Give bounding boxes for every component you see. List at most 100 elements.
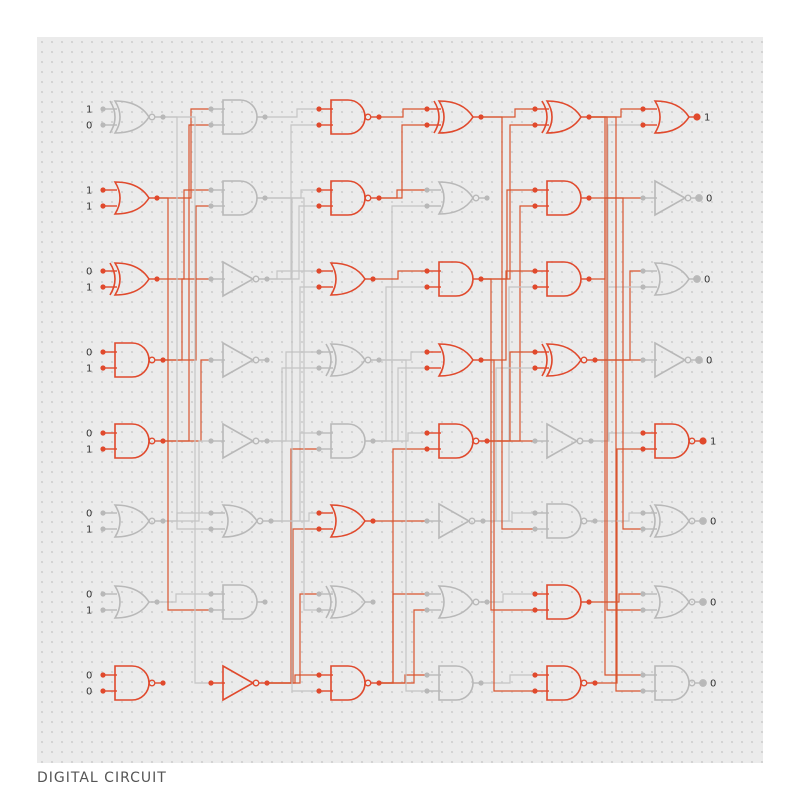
gate-nand-c3-r4 [424,423,490,459]
wire [481,359,535,692]
wire [589,593,643,603]
output-led [695,194,703,202]
gate-and-c1-r6 [208,584,268,620]
wire [481,124,535,280]
gate-or-c5-r0 [640,100,700,134]
circuit-diagram: 1 0 1 1 0 1 0 1 0 1 0 1 0 1 0 0 1 0 0 0 1 0 0 0 [86,99,716,702]
gate-and-c3-r7 [424,665,484,701]
gate-nand-c4-r7 [532,665,598,701]
wire [373,270,427,280]
input-value-r7-1: 0 [86,687,92,698]
output-value-r7: 0 [710,679,716,690]
wire [271,286,319,522]
gate-or-c3-r3 [424,343,484,377]
output-led [699,437,707,445]
gate-and-c4-r2 [532,261,592,297]
input-value-r7-0: 0 [86,671,92,682]
io-labels: 1 0 1 1 0 1 0 1 0 1 0 1 0 1 0 0 1 0 0 0 1 0 0 0 [86,105,716,698]
gate-nand-c0-r3 [100,342,166,378]
gate-and-c2-r4 [316,423,376,459]
wire [163,116,211,684]
gate-nor-c3-r1 [424,181,490,215]
gate-or-c5-r2 [640,262,700,296]
gate-xnor-c4-r3 [532,343,598,377]
input-value-r3-0: 0 [86,348,92,359]
output-value-r1: 0 [706,194,712,205]
wire [373,367,427,442]
wire [163,512,211,522]
gate-or-c2-r5 [316,504,376,538]
input-value-r6-0: 0 [86,590,92,601]
gate-nand-c2-r1 [316,180,382,216]
gate-nor-c3-r6 [424,585,490,619]
wire [591,286,643,442]
gate-or-c0-r6 [100,585,160,619]
gate-nand-c2-r0 [316,99,382,135]
wire [379,448,427,684]
wire [379,124,427,199]
gate-xnor-c2-r3 [316,343,382,377]
gate-or-c0-r1 [100,181,160,215]
gate-nor-c5-r6 [640,585,706,619]
gate-nand-c2-r7 [316,665,382,701]
gate-not-c5-r3 [640,341,702,379]
input-value-r1-1: 1 [86,202,92,213]
wire [265,108,319,118]
gate-nand-c4-r5 [532,503,598,539]
input-value-r1-0: 1 [86,186,92,197]
gate-not-c3-r5 [424,502,486,540]
wire [589,197,643,530]
wire [589,116,643,692]
gate-not-c1-r4 [208,422,270,460]
diagram-caption: DIGITAL CIRCUIT [37,770,167,786]
wire [373,205,427,442]
gate-and-c1-r0 [208,99,268,135]
wire [379,593,427,684]
output-value-r3: 0 [706,356,712,367]
wire [157,197,211,611]
wire [379,674,427,684]
input-value-r4-0: 0 [86,429,92,440]
gate-layer [100,99,706,702]
gate-not-c1-r2 [208,260,270,298]
gate-nor-c1-r5 [208,504,274,538]
output-led [695,356,703,364]
output-value-r6: 0 [710,598,716,609]
wire [591,432,643,442]
wire [163,440,211,522]
wire [267,674,319,684]
gate-xnor-c0-r0 [100,100,166,134]
wire [163,359,211,442]
output-led [693,113,701,121]
gate-nand-c0-r7 [100,665,166,701]
gate-not-c1-r3 [208,341,270,379]
gate-and-c1-r1 [208,180,268,216]
wire-layer [157,108,643,692]
wire [267,528,319,684]
wire [595,270,643,361]
wire [481,278,535,611]
wire [271,367,319,522]
wire [487,593,535,603]
gate-and-c4-r1 [532,180,592,216]
gate-xor-c3-r0 [424,100,484,134]
gate-xnor-c5-r5 [640,504,706,538]
wire [591,124,643,442]
wire [265,189,319,199]
input-value-r5-1: 1 [86,525,92,536]
input-value-r5-0: 0 [86,509,92,520]
output-led [699,679,707,687]
input-value-r0-1: 0 [86,121,92,132]
wire [595,512,643,522]
circuit-board: 1 0 1 1 0 1 0 1 0 1 0 1 0 1 0 0 1 0 0 0 1 0 0 0 [37,37,763,763]
output-led [699,598,707,606]
wire [483,512,535,522]
wire [267,270,319,280]
wire [267,205,319,280]
gate-not-c1-r7 [208,664,270,702]
wire [379,609,427,684]
wire [481,270,535,361]
gate-xor-c2-r6 [316,585,376,619]
input-value-r2-1: 1 [86,283,92,294]
wire [481,108,535,118]
